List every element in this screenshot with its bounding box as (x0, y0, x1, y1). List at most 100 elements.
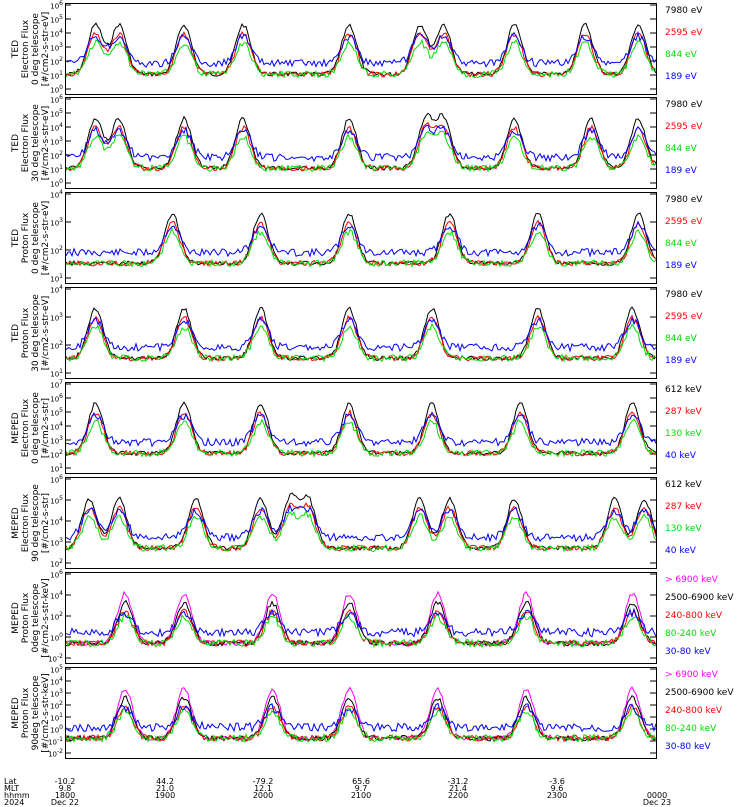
series-line (65, 124, 657, 163)
y-axis-label-line: 90 deg telescope (31, 484, 41, 562)
legend: 612 keV 287 keV 130 keV 40 keV (665, 477, 750, 569)
footer-mlt-value: 21.0 (156, 784, 174, 793)
legend: 7980 eV 2595 eV 844 eV 189 eV (665, 97, 750, 189)
legend: 7980 eV 2595 eV 844 eV 189 eV (665, 3, 750, 95)
chart-panel-2: TED Electron Flux 30 deg telescope [#/cm2-s… (0, 97, 750, 189)
footer-mlt-value: 9.6 (550, 784, 564, 793)
legend-item: 2595 eV (665, 122, 703, 132)
footer-date-value: Dec 22 (50, 798, 80, 807)
legend-item: 844 eV (665, 50, 697, 60)
plot-svg (65, 288, 657, 374)
series-line (65, 509, 657, 553)
legend-item: 130 keV (665, 524, 702, 534)
legend-item: 189 eV (665, 166, 697, 176)
y-axis-label-line: 0 deg telescope (31, 392, 41, 464)
y-tick-label: 105 (50, 108, 63, 119)
legend: 612 keV 287 keV 130 keV 40 keV (665, 382, 750, 474)
y-axis-label-line: 30 deg telescope (31, 104, 41, 182)
plot-svg (65, 573, 657, 659)
y-tick-label: 105 (50, 495, 63, 506)
series-line (65, 694, 657, 743)
y-tick-label: 101 (50, 712, 63, 723)
series-line (65, 322, 657, 363)
y-tick-label: 102 (50, 245, 63, 256)
footer-lat-value: 44.2 (156, 777, 174, 786)
y-tick-label: 102 (50, 340, 63, 351)
y-axis-label-line: TED (11, 323, 21, 343)
footer-row-label: hhmm (4, 791, 30, 800)
footer-hhmm-value: 2200 (447, 791, 469, 800)
series-line (65, 30, 657, 78)
y-tick-label: 106 (50, 569, 63, 580)
plot-area (65, 3, 657, 95)
y-axis-label-line: 0 deg telescope (31, 202, 41, 274)
y-tick-label: 10-2 (48, 748, 63, 759)
footer-lat-value: -3.6 (549, 777, 565, 786)
legend-item: 7980 eV (665, 6, 703, 16)
y-axis-label-line: Proton Flux (21, 687, 31, 739)
y-tick-label: 100 (50, 724, 63, 735)
footer-row-label: 2024 (4, 798, 25, 807)
y-axis-label-line: TED (11, 39, 21, 59)
y-tick-label: 106 (50, 94, 63, 105)
legend: > 6900 keV 2500-6900 keV 240-800 keV 80-240… (665, 572, 750, 664)
y-axis-label-line: Electron Flux (21, 113, 31, 173)
legend-item: 287 keV (665, 407, 702, 417)
legend-item: 844 eV (665, 239, 697, 249)
y-tick-label: 106 (50, 393, 63, 404)
y-tick-label: 104 (50, 28, 63, 39)
y-axis-label-line: [#/cm2-s-str-keV] (41, 673, 51, 753)
y-axis-label: TED Proton Flux 0 deg telescope [#/cm2-s-st… (0, 192, 62, 284)
footer-mlt-value: 9.7 (354, 784, 368, 793)
y-tick-label: 101 (50, 463, 63, 474)
footer-hhmm-value: 2300 (546, 791, 568, 800)
y-axis-label-line: 0deg telescope (31, 583, 41, 653)
y-axis-label-line: TED (11, 133, 21, 153)
plot-area (65, 477, 657, 569)
footer-hhmm-value: 0000 (646, 791, 668, 800)
y-tick-label: 104 (50, 516, 63, 527)
series-line (65, 227, 657, 268)
y-tick-label: 104 (50, 590, 63, 601)
y-axis-label-line: [#/cm2-s-str-eV] (41, 11, 51, 87)
plot-area (65, 97, 657, 189)
legend-item: 844 eV (665, 144, 697, 154)
footer-mlt-value: 9.8 (58, 784, 72, 793)
legend-item: 240-800 keV (665, 611, 723, 621)
series-line (65, 121, 657, 172)
chart-panel-4: TED Proton Flux 30 deg telescope [#/cm2-s-s… (0, 287, 750, 379)
y-tick-label: 103 (50, 312, 63, 323)
series-line (65, 316, 657, 353)
y-tick-label: 100 (50, 632, 63, 643)
y-axis-label-line: [#/cm2-s-str-eV] (41, 200, 51, 276)
y-tick-label: 102 (50, 700, 63, 711)
y-tick-label: 103 (50, 435, 63, 446)
y-tick-label: 106 (50, 0, 63, 11)
y-tick-label: 102 (50, 611, 63, 622)
y-tick-label: 105 (50, 14, 63, 25)
legend: 7980 eV 2595 eV 844 eV 189 eV (665, 192, 750, 284)
footer-lat-value: -79.2 (252, 777, 274, 786)
legend-item: 7980 eV (665, 100, 703, 110)
plot-area (65, 382, 657, 474)
plot-area (65, 287, 657, 379)
series-line (65, 411, 657, 448)
footer-mlt-value: 21.4 (449, 784, 467, 793)
y-axis-label: TED Electron Flux 0 deg telescope [#/cm2-s-… (0, 3, 62, 95)
y-tick-label: 104 (50, 421, 63, 432)
legend-item: 287 keV (665, 502, 702, 512)
series-line (65, 408, 657, 457)
legend-item: > 6900 keV (665, 575, 718, 585)
y-axis-label-line: Proton Flux (21, 307, 31, 359)
y-tick-label: 103 (50, 217, 63, 228)
y-tick-label: 106 (50, 474, 63, 485)
y-tick-label: 107 (50, 379, 63, 390)
legend-item: 130 keV (665, 429, 702, 439)
legend-item: 2500-6900 keV (665, 593, 734, 603)
plot-svg (65, 383, 657, 469)
series-line (65, 130, 657, 173)
y-tick-label: 10-1 (48, 736, 63, 747)
y-tick-label: 10-2 (48, 653, 63, 664)
y-axis-label-line: 30 deg telescope (31, 294, 41, 372)
series-line (65, 599, 657, 647)
